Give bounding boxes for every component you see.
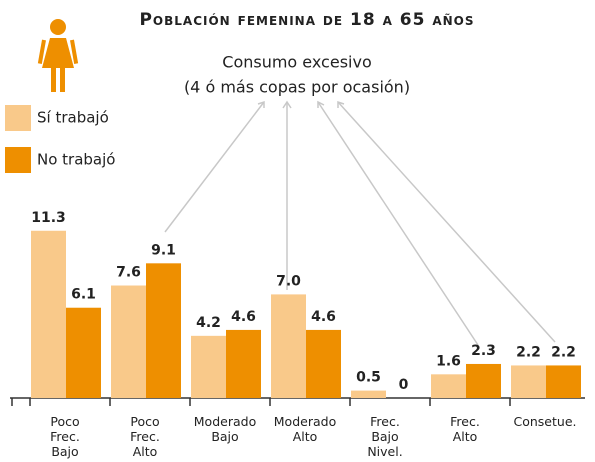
value-label: 4.6: [231, 309, 256, 325]
value-label: 0: [399, 377, 409, 393]
x-tick-label: Poco Frec. Alto: [130, 414, 160, 459]
value-label: 2.2: [551, 344, 576, 360]
legend-swatch: [5, 105, 31, 131]
bar: [306, 329, 341, 398]
bar: [191, 335, 226, 398]
value-label: 7.6: [116, 265, 141, 281]
x-tick-label: Frec. Bajo Nivel.: [367, 414, 403, 459]
value-label: 9.1: [151, 242, 176, 258]
bar: [146, 263, 181, 398]
x-tick-label: Frec. Alto: [450, 414, 480, 444]
bar: [226, 329, 261, 398]
bar: [466, 363, 501, 398]
value-label: 2.3: [471, 343, 496, 359]
bar: [511, 365, 546, 398]
annotation: Consumo excesivo: [222, 53, 371, 72]
value-label: 11.3: [31, 210, 66, 226]
value-label: 2.2: [516, 344, 541, 360]
female-icon: [37, 19, 79, 92]
x-tick-label: Moderado Alto: [273, 414, 337, 444]
arrows: [164, 100, 556, 346]
chart-title: Población femenina de 18 a 65 años: [139, 10, 474, 30]
annotation: (4 ó más copas por ocasión): [184, 78, 410, 97]
value-label: 4.6: [311, 309, 336, 325]
value-label: 1.6: [436, 353, 461, 369]
bar: [66, 307, 101, 398]
bar: [271, 294, 306, 398]
legend-swatch: [5, 147, 31, 173]
bar: [31, 230, 66, 398]
value-label: 6.1: [71, 287, 96, 303]
value-label: 7.0: [276, 273, 301, 289]
bar: [546, 365, 581, 398]
bar: [431, 374, 466, 398]
value-label: 0.5: [356, 370, 381, 386]
value-label: 4.2: [196, 315, 221, 331]
legend-label: No trabajó: [37, 151, 115, 169]
x-tick-label: Consetue.: [513, 414, 577, 429]
bar: [351, 390, 386, 398]
x-tick-label: Moderado Bajo: [193, 414, 257, 444]
legend-label: Sí trabajó: [37, 109, 109, 127]
bar: [111, 285, 146, 398]
x-tick-label: Poco Frec. Bajo: [50, 414, 80, 459]
